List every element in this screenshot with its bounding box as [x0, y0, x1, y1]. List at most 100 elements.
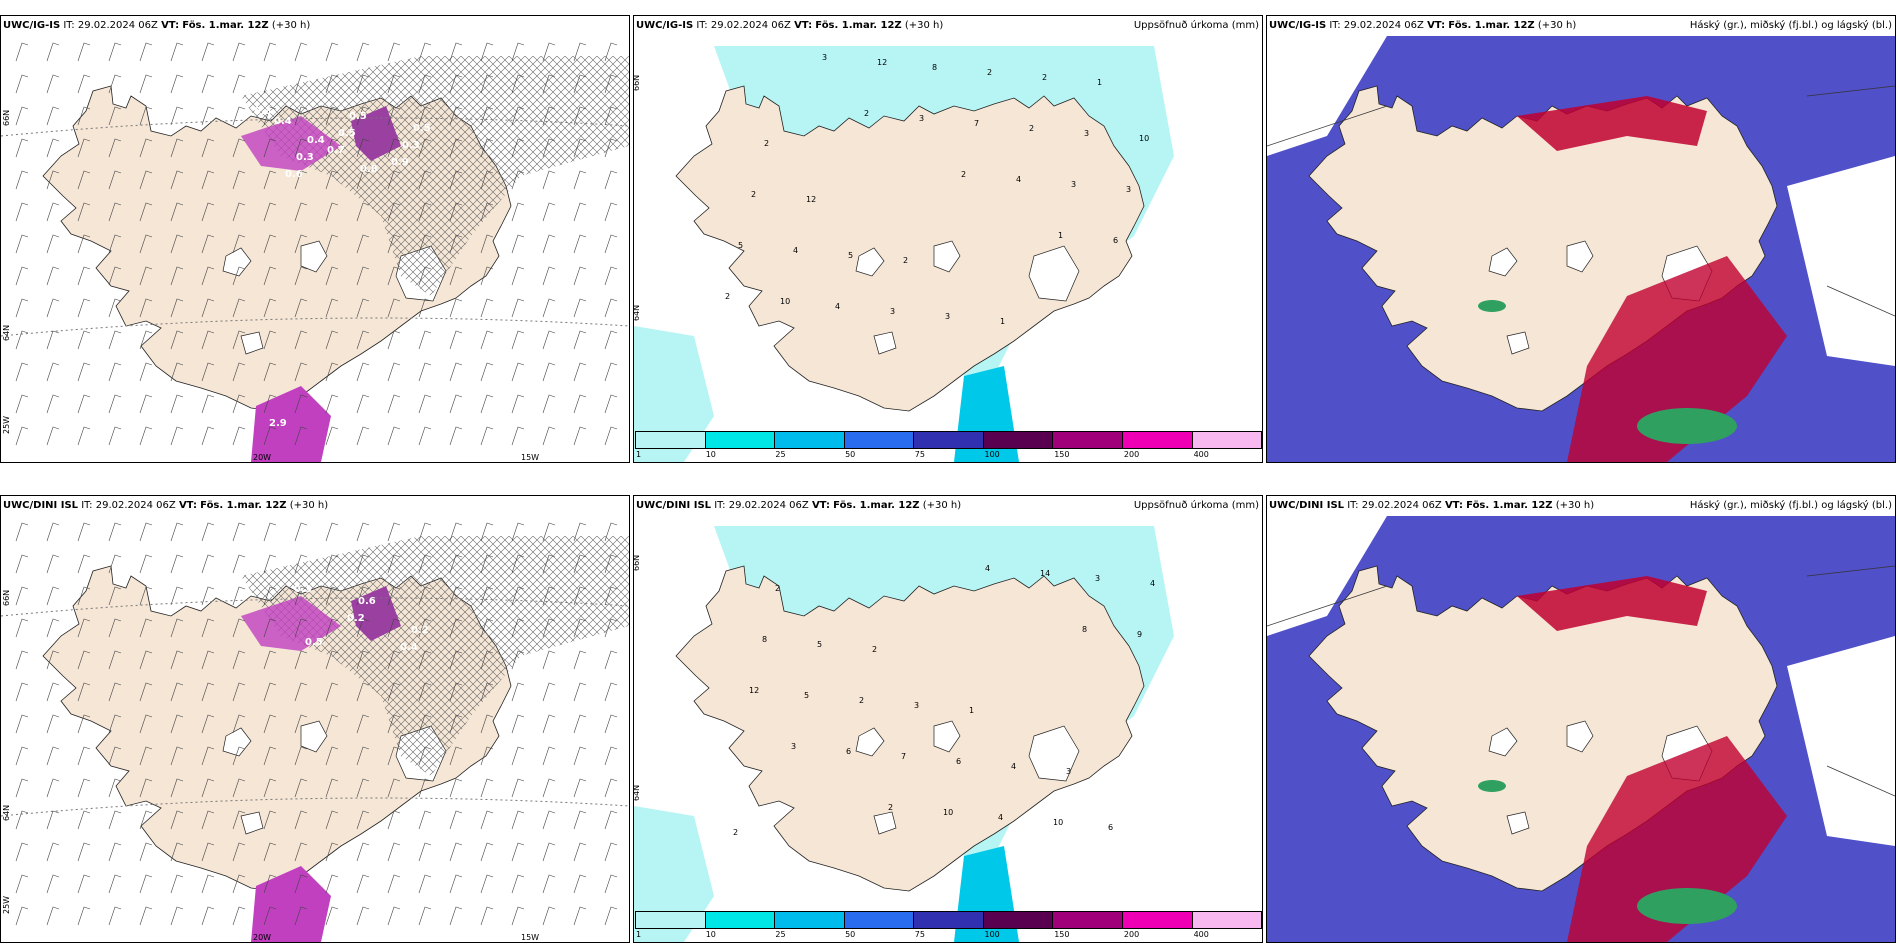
glacier-outline [300, 720, 328, 753]
wind-barb [170, 842, 184, 862]
wind-barb [201, 298, 215, 318]
wind-barb [15, 522, 29, 542]
high-cloud-area [1478, 300, 1506, 312]
wind-barb [325, 106, 339, 126]
wind-barb [15, 266, 29, 286]
wind-barb [542, 138, 556, 158]
iceland-landmass [675, 85, 1145, 412]
wind-barb [108, 266, 122, 286]
wind-barb [480, 682, 494, 702]
wind-barb [542, 810, 556, 830]
value-label: 5 [804, 691, 809, 700]
value-label: 4 [835, 302, 840, 311]
wind-barb [604, 778, 618, 798]
latitude-line [1, 117, 629, 137]
colorbar-swatch [1122, 912, 1193, 928]
wind-barb [77, 586, 91, 606]
wind-barb [418, 682, 432, 702]
wind-barb [139, 682, 153, 702]
wind-barb [480, 106, 494, 126]
wind-barb [263, 106, 277, 126]
wind-barb [263, 714, 277, 734]
wind-barb [46, 426, 60, 446]
lead-time: (+30 h) [271, 20, 311, 31]
wind-barb [542, 234, 556, 254]
wind-barb [139, 42, 153, 62]
wind-barb [325, 266, 339, 286]
wind-barb [108, 810, 122, 830]
wind-barb [604, 330, 618, 350]
wind-barb [294, 874, 308, 894]
wind-barb [449, 74, 463, 94]
wind-barb [511, 906, 525, 926]
wind-barb [170, 810, 184, 830]
wind-barb [108, 394, 122, 414]
wind-barb [15, 746, 29, 766]
wind-barb [139, 842, 153, 862]
latitude-label: 66N [633, 554, 641, 571]
valid-time: Fös. 1.mar. 12Z [815, 20, 902, 31]
value-label: 0.3 [296, 152, 314, 163]
value-label: 2 [1042, 73, 1047, 82]
value-label: 4 [1150, 579, 1155, 588]
colorbar-tick: 400 [1193, 450, 1209, 459]
wind-barb [46, 362, 60, 382]
wind-barb [418, 74, 432, 94]
glacier-outline [1488, 247, 1518, 277]
wind-barb [108, 746, 122, 766]
wind-barb [604, 170, 618, 190]
wind-barb [263, 426, 277, 446]
colorbar-swatch [983, 432, 1054, 448]
wind-barb [46, 74, 60, 94]
wind-barb [263, 906, 277, 926]
wind-barb [15, 874, 29, 894]
wind-barb [418, 138, 432, 158]
clear-sky-area [1787, 636, 1895, 846]
wind-barb [46, 586, 60, 606]
wind-barb [139, 810, 153, 830]
colorbar-tick: 25 [775, 450, 786, 459]
wind-barb [77, 778, 91, 798]
wind-barb [480, 298, 494, 318]
wind-barb [542, 522, 556, 542]
value-label: 2 [764, 139, 769, 148]
wind-barb [511, 138, 525, 158]
wind-barb [387, 426, 401, 446]
value-label: 3 [1095, 574, 1100, 583]
colorbar-swatch [1192, 432, 1262, 448]
wind-barb [294, 234, 308, 254]
wind-barb [232, 426, 246, 446]
wind-barb [480, 266, 494, 286]
wind-barb [232, 906, 246, 926]
wind-barb [542, 842, 556, 862]
value-label: 8 [932, 63, 937, 72]
value-label: 4 [793, 246, 798, 255]
wind-barb [480, 234, 494, 254]
wind-barb [15, 234, 29, 254]
value-label: 7 [901, 752, 906, 761]
value-label: 3 [1066, 767, 1071, 776]
valid-label: VT: [794, 20, 813, 31]
wind-barb [573, 138, 587, 158]
snow-area [241, 596, 341, 651]
wind-barb [573, 106, 587, 126]
wind-barb [77, 874, 91, 894]
wind-barb [387, 842, 401, 862]
wind-barb [511, 746, 525, 766]
wind-barb [542, 362, 556, 382]
wind-barb [511, 298, 525, 318]
wind-barb [325, 810, 339, 830]
wind-barb [108, 906, 122, 926]
wind-barb [387, 618, 401, 638]
wind-barb [356, 74, 370, 94]
wind-barb [15, 682, 29, 702]
wind-barb [294, 906, 308, 926]
colorbar-tick: 200 [1123, 450, 1140, 459]
wind-barb [232, 650, 246, 670]
wind-barb [356, 618, 370, 638]
colorbar-swatch [844, 432, 915, 448]
wind-barb [263, 842, 277, 862]
wind-barb [263, 330, 277, 350]
wind-barb [170, 874, 184, 894]
colorbar-swatches [635, 911, 1262, 929]
